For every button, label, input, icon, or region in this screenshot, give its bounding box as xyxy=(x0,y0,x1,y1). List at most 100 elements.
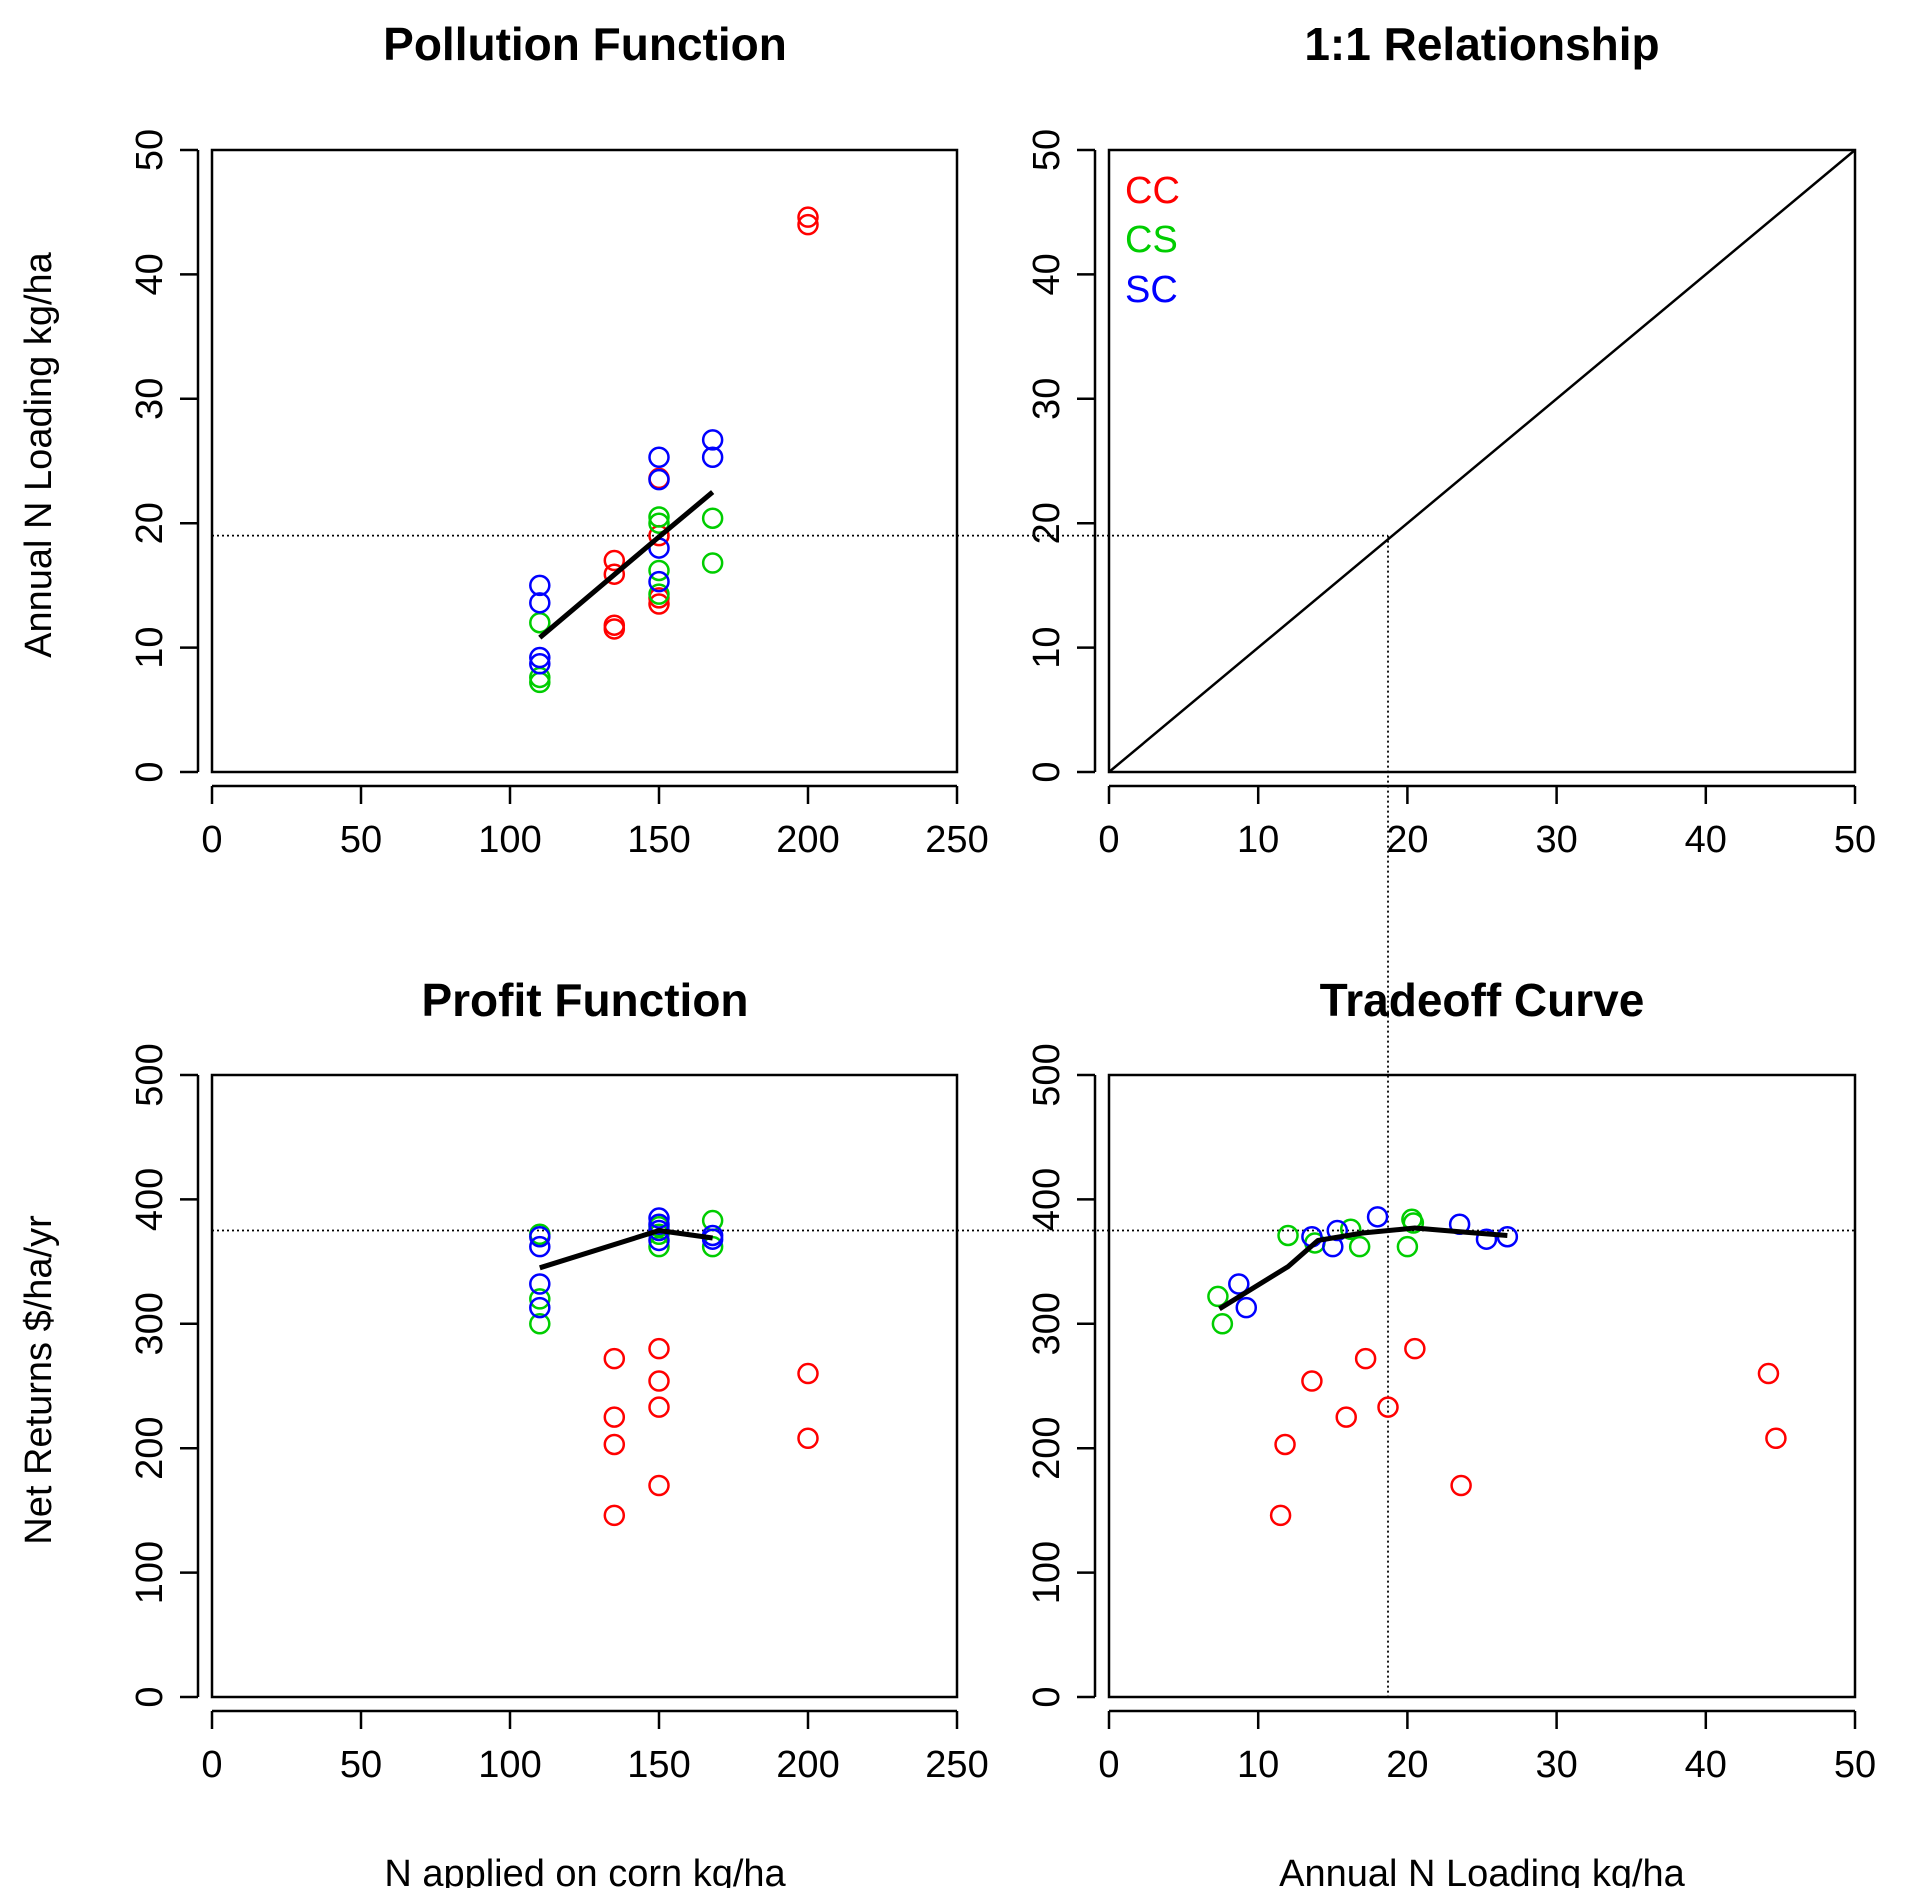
legend-sc: SC xyxy=(1125,269,1178,311)
tradeoff-point-cs xyxy=(1277,1224,1299,1247)
profit-point-cc xyxy=(648,1337,670,1360)
one-to-one-y-tick-label: 0 xyxy=(1026,761,1068,782)
profit-point-cc xyxy=(797,1427,819,1449)
tradeoff-point-cc xyxy=(1377,1396,1399,1418)
one-to-one-plot-frame xyxy=(1107,148,1857,774)
profit-point-cs xyxy=(529,1313,551,1335)
pollution-point-sc xyxy=(701,446,724,469)
pollution-x-tick-label: 100 xyxy=(478,819,541,861)
tradeoff-point-sc xyxy=(1326,1219,1349,1242)
one-to-one-y-tick-label: 40 xyxy=(1026,253,1068,295)
pollution-point-cs xyxy=(648,583,670,605)
profit-point-sc xyxy=(529,1235,551,1258)
profit-point-cs xyxy=(529,1288,551,1310)
tradeoff-x-tick-label: 10 xyxy=(1237,1744,1279,1786)
pollution-y-tick-label: 20 xyxy=(129,502,171,544)
profit-x-tick-label: 150 xyxy=(627,1744,690,1786)
pollution-y-tick-label: 30 xyxy=(129,378,171,420)
tradeoff-x-tick-label: 20 xyxy=(1386,1744,1428,1786)
profit-point-sc xyxy=(701,1228,724,1250)
profit-point-cc xyxy=(648,1396,670,1418)
tradeoff-x-tick-label: 30 xyxy=(1535,1744,1577,1786)
pollution-fit-line xyxy=(538,490,715,640)
xlabel-left: N applied on corn kg/ha xyxy=(384,1853,786,1888)
pollution-x-tick-label: 250 xyxy=(925,819,988,861)
profit-y-tick-label: 0 xyxy=(129,1686,171,1707)
pollution-point-cs xyxy=(648,512,670,534)
tradeoff-point-cs xyxy=(1207,1285,1229,1308)
profit-point-cc xyxy=(603,1433,626,1456)
pollution-y-tick-label: 10 xyxy=(129,626,171,668)
tradeoff-point-sc xyxy=(1366,1206,1389,1228)
tradeoff-point-cs xyxy=(1339,1218,1362,1241)
profit-y-tick-label: 100 xyxy=(129,1541,171,1604)
one-to-one-x-tick-label: 40 xyxy=(1685,819,1727,861)
tradeoff-point-cs xyxy=(1211,1313,1234,1335)
legend-cc: CC xyxy=(1125,170,1180,212)
profit-y-tick-label: 200 xyxy=(129,1416,171,1479)
tradeoff-point-cc xyxy=(1757,1362,1780,1385)
ylabel-bottom: Net Returns $/ha/yr xyxy=(18,1215,60,1545)
tradeoff-x-tick-label: 40 xyxy=(1685,1744,1727,1786)
pollution-point-cc xyxy=(603,549,626,572)
pollution-point-cc xyxy=(603,563,626,585)
one-to-one-line xyxy=(1108,149,1856,773)
tradeoff-point-sc xyxy=(1235,1296,1258,1319)
pollution-point-cs xyxy=(701,507,724,529)
pollution-x-tick-label: 0 xyxy=(201,819,222,861)
pollution-point-sc xyxy=(701,429,724,451)
pollution-point-cc xyxy=(648,593,670,615)
pollution-x-tick-label: 200 xyxy=(776,819,839,861)
tradeoff-point-sc xyxy=(1228,1273,1250,1295)
profit-x-tick-label: 100 xyxy=(478,1744,541,1786)
pollution-point-sc xyxy=(648,468,670,491)
profit-y-tick-label: 500 xyxy=(129,1043,171,1106)
pollution-point-cc xyxy=(797,206,819,228)
profit-point-cc xyxy=(603,1347,626,1370)
profit-point-sc xyxy=(529,1225,551,1248)
pollution-point-sc xyxy=(648,570,670,593)
profit-point-cc xyxy=(648,1370,670,1392)
tradeoff-point-cs xyxy=(1402,1212,1425,1234)
profit-x-tick-label: 50 xyxy=(340,1744,382,1786)
pollution-y-tick-label: 40 xyxy=(129,253,171,295)
one-to-one-x-tick-label: 0 xyxy=(1098,819,1119,861)
legend-cs: CS xyxy=(1125,219,1178,261)
pollution-point-sc xyxy=(529,653,551,675)
profit-x-tick-label: 200 xyxy=(776,1744,839,1786)
title-one-to-one: 1:1 Relationship xyxy=(1304,18,1659,70)
pollution-point-sc xyxy=(529,574,551,597)
one-to-one-x-tick-label: 30 xyxy=(1535,819,1577,861)
tradeoff-point-cc xyxy=(1450,1474,1472,1497)
one-to-one-y-tick-label: 20 xyxy=(1026,502,1068,544)
tradeoff-y-tick-label: 300 xyxy=(1026,1292,1068,1355)
pollution-point-cs xyxy=(701,552,724,574)
tradeoff-y-tick-label: 0 xyxy=(1026,1686,1068,1707)
tradeoff-y-tick-label: 400 xyxy=(1026,1168,1068,1231)
tradeoff-point-cc xyxy=(1335,1406,1357,1428)
tradeoff-point-sc xyxy=(1475,1228,1498,1250)
profit-point-cc xyxy=(603,1504,626,1527)
tradeoff-x-tick-label: 0 xyxy=(1098,1744,1119,1786)
one-to-one-y-tick-label: 10 xyxy=(1026,626,1068,668)
tradeoff-point-cc xyxy=(1354,1347,1377,1370)
pollution-point-cs xyxy=(648,559,670,582)
profit-point-cs xyxy=(648,1235,670,1258)
ylabel-top: Annual N Loading kg/ha xyxy=(18,251,60,658)
profit-point-sc xyxy=(648,1213,670,1236)
title-tradeoff: Tradeoff Curve xyxy=(1320,974,1645,1026)
pollution-plot-frame xyxy=(210,148,959,774)
one-to-one-y-tick-label: 50 xyxy=(1026,129,1068,171)
pollution-point-cc xyxy=(797,213,819,236)
profit-point-sc xyxy=(529,1273,551,1295)
pollution-point-cc xyxy=(603,618,626,640)
pollution-point-sc xyxy=(529,592,551,614)
one-to-one-x-tick-label: 50 xyxy=(1834,819,1876,861)
profit-plot-frame xyxy=(210,1073,959,1699)
tradeoff-y-tick-label: 500 xyxy=(1026,1043,1068,1106)
one-to-one-x-tick-label: 10 xyxy=(1237,819,1279,861)
profit-point-cc xyxy=(603,1406,626,1428)
